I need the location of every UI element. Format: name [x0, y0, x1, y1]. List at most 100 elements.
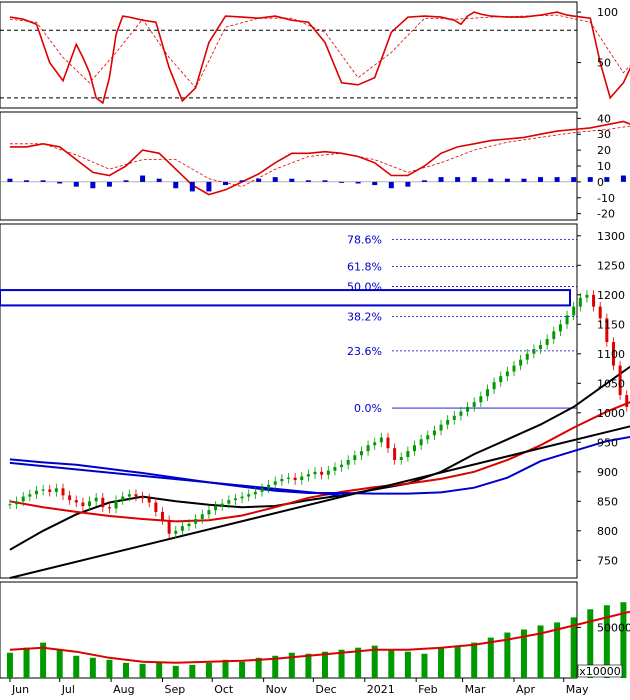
macd-panel-frame	[0, 111, 578, 221]
trendline-3	[9, 425, 630, 579]
macd-histogram-bar	[140, 175, 146, 182]
candle-body	[280, 478, 284, 482]
macd-histogram-bar	[521, 178, 527, 182]
volume-bar	[570, 617, 577, 678]
candle-body	[174, 530, 178, 534]
candle-body	[333, 467, 337, 471]
volume-bar	[620, 602, 627, 678]
macd-histogram-bar	[388, 181, 394, 189]
candle-body	[426, 435, 430, 440]
candle-body	[379, 437, 383, 443]
macd-series-0	[9, 120, 630, 196]
candle-body	[247, 494, 251, 497]
candle-body	[306, 474, 310, 477]
volume-bar	[239, 661, 246, 678]
candle-body	[359, 451, 363, 456]
volume-bar	[56, 649, 63, 678]
candle-body	[61, 488, 65, 496]
x-axis-month-label: Oct	[214, 683, 234, 696]
price-ytick-label: 1200	[597, 289, 625, 302]
fibonacci-level-label: 0.0%	[354, 402, 382, 415]
candle-body	[214, 506, 218, 511]
macd-histogram-bar	[189, 181, 195, 192]
candle-body	[194, 519, 198, 524]
candle-body	[565, 315, 569, 325]
macd-ytick-label: 0	[597, 176, 604, 189]
macd-histogram-bar	[538, 177, 544, 182]
macd-histogram-bar	[455, 177, 461, 182]
candle-body	[492, 382, 496, 390]
volume-bar	[355, 647, 362, 678]
resistance-zone-box	[0, 289, 571, 307]
candle-body	[200, 514, 204, 519]
macd-histogram-bar	[604, 177, 610, 182]
macd-histogram-bar	[620, 175, 626, 182]
candle-body	[15, 501, 19, 505]
candle-body	[346, 460, 350, 465]
candle-body	[220, 503, 224, 507]
macd-ytick-label: 40	[597, 112, 611, 125]
stochastic-ytick-label: 50	[597, 57, 611, 70]
x-axis-month-label: Aug	[113, 683, 134, 696]
candle-body	[240, 496, 244, 499]
candle-body	[227, 500, 231, 504]
price-ytick-label: 1300	[597, 230, 625, 243]
candle-body	[154, 502, 158, 512]
volume-bar	[288, 652, 295, 678]
macd-histogram-bar	[123, 180, 129, 182]
candle-body	[485, 389, 489, 397]
macd-histogram-bar	[239, 180, 245, 182]
candle-body	[28, 494, 32, 497]
candle-body	[114, 500, 118, 509]
candle-body	[340, 464, 344, 468]
volume-bar	[504, 632, 511, 678]
price-ytick-label: 1050	[597, 377, 625, 390]
candle-body	[366, 445, 370, 452]
candle-body	[472, 402, 476, 407]
candle-body	[147, 498, 151, 503]
candle-body	[373, 442, 377, 446]
x-axis-month-label: May	[566, 683, 589, 696]
volume-bar	[487, 637, 494, 678]
macd-histogram-bar	[571, 177, 577, 182]
volume-bar	[205, 662, 212, 678]
volume-bar	[172, 665, 179, 678]
candle-body	[618, 365, 622, 396]
macd-histogram-bar	[24, 180, 30, 182]
macd-histogram-bar	[57, 181, 63, 184]
candle-body	[167, 520, 171, 534]
price-ytick-label: 850	[597, 495, 618, 508]
candle-body	[260, 488, 264, 492]
volume-bar	[587, 609, 594, 678]
candle-body	[207, 510, 211, 515]
candle-body	[459, 411, 463, 416]
candle-body	[121, 496, 125, 501]
macd-ytick-label: 30	[597, 128, 611, 141]
candle-body	[605, 318, 609, 342]
candle-body	[466, 406, 470, 412]
candle-body	[611, 342, 615, 366]
x-axis-month-label: Dec	[315, 683, 336, 696]
volume-bar	[189, 664, 196, 678]
candle-body	[54, 488, 58, 492]
volume-bar	[23, 647, 30, 678]
volume-bar	[554, 622, 561, 678]
macd-histogram-bar	[554, 177, 560, 182]
candle-body	[313, 471, 317, 475]
x-axis-month-label: 2021	[367, 683, 395, 696]
stochastic-series-1	[9, 14, 630, 89]
candle-body	[21, 496, 25, 502]
candle-body	[273, 481, 277, 485]
candle-body	[399, 457, 403, 460]
candle-body	[406, 451, 410, 458]
volume-bar	[106, 659, 113, 678]
candle-body	[94, 497, 98, 502]
candle-body	[41, 489, 45, 491]
candle-body	[578, 297, 582, 307]
candle-body	[160, 511, 164, 521]
macd-histogram-bar	[405, 181, 411, 187]
candle-body	[558, 324, 562, 332]
candle-body	[625, 395, 629, 407]
